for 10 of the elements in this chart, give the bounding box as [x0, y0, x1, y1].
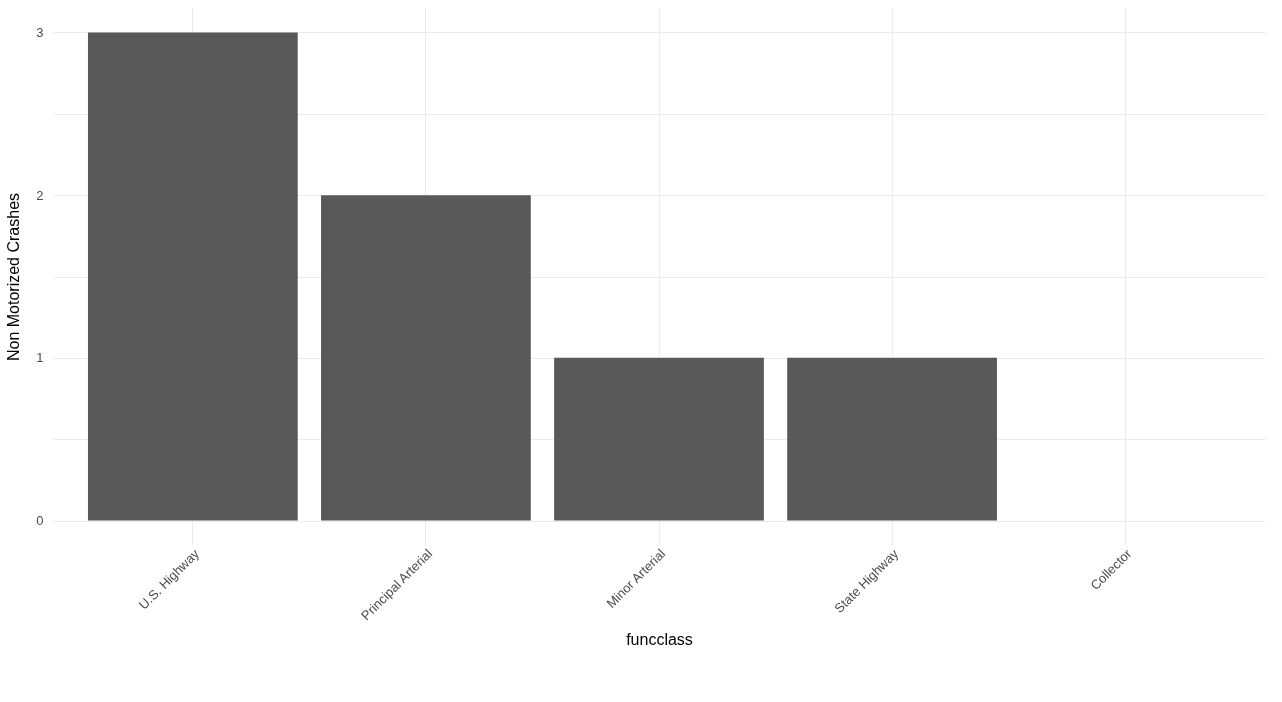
- bar: [321, 195, 531, 521]
- y-tick-label: 3: [36, 24, 44, 40]
- y-tick-label: 1: [36, 350, 44, 366]
- bar: [87, 32, 298, 521]
- y-axis-title: Non Motorized Crashes: [5, 192, 23, 362]
- y-tick-label: 0: [36, 513, 44, 529]
- bar: [787, 357, 997, 521]
- y-tick-label: 2: [36, 187, 44, 203]
- x-axis-title: funcclass: [626, 630, 693, 648]
- bar: [554, 357, 764, 521]
